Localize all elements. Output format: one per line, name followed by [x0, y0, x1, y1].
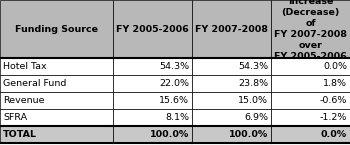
- Text: 0.0%: 0.0%: [323, 62, 347, 71]
- Bar: [0, 58, 113, 75]
- Bar: [192, 92, 271, 109]
- Bar: [271, 0, 350, 58]
- Text: Hotel Tax: Hotel Tax: [3, 62, 47, 71]
- Bar: [0, 75, 113, 92]
- Text: Revenue: Revenue: [3, 96, 44, 105]
- Text: -0.6%: -0.6%: [320, 96, 347, 105]
- Text: 15.0%: 15.0%: [238, 96, 268, 105]
- Text: 54.3%: 54.3%: [238, 62, 268, 71]
- Bar: [0, 109, 113, 126]
- Text: FY 2005-2006: FY 2005-2006: [116, 25, 189, 33]
- Bar: [271, 58, 350, 75]
- Text: SFRA: SFRA: [3, 113, 27, 122]
- Bar: [271, 126, 350, 143]
- Text: 15.6%: 15.6%: [159, 96, 189, 105]
- Text: General Fund: General Fund: [3, 79, 66, 88]
- Bar: [0, 92, 113, 109]
- Text: 8.1%: 8.1%: [165, 113, 189, 122]
- Bar: [113, 75, 192, 92]
- Text: 6.9%: 6.9%: [244, 113, 268, 122]
- Bar: [192, 0, 271, 58]
- Bar: [271, 109, 350, 126]
- Text: 100.0%: 100.0%: [150, 130, 189, 139]
- Text: Increase
(Decrease)
of
FY 2007-2008
over
FY 2005-2006: Increase (Decrease) of FY 2007-2008 over…: [274, 0, 347, 61]
- Bar: [0, 0, 113, 58]
- Text: 22.0%: 22.0%: [159, 79, 189, 88]
- Text: 100.0%: 100.0%: [229, 130, 268, 139]
- Text: FY 2007-2008: FY 2007-2008: [195, 25, 268, 33]
- Bar: [113, 92, 192, 109]
- Bar: [192, 109, 271, 126]
- Text: 1.8%: 1.8%: [323, 79, 347, 88]
- Text: 0.0%: 0.0%: [321, 130, 347, 139]
- Bar: [192, 75, 271, 92]
- Bar: [113, 126, 192, 143]
- Text: 54.3%: 54.3%: [159, 62, 189, 71]
- Text: -1.2%: -1.2%: [320, 113, 347, 122]
- Bar: [271, 75, 350, 92]
- Bar: [0, 126, 113, 143]
- Bar: [192, 126, 271, 143]
- Bar: [271, 92, 350, 109]
- Text: Funding Source: Funding Source: [15, 25, 98, 33]
- Text: 23.8%: 23.8%: [238, 79, 268, 88]
- Bar: [113, 109, 192, 126]
- Bar: [113, 0, 192, 58]
- Text: TOTAL: TOTAL: [3, 130, 37, 139]
- Bar: [113, 58, 192, 75]
- Bar: [192, 58, 271, 75]
